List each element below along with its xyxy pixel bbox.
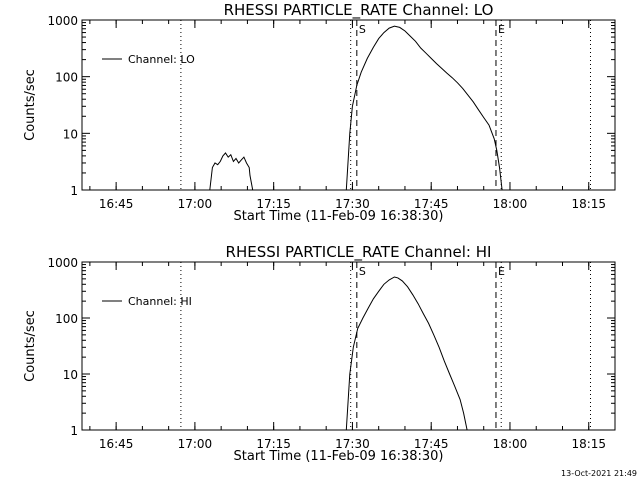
y-axis-label: Counts/sec bbox=[23, 310, 38, 382]
plot-frame bbox=[81, 19, 616, 191]
y-tick-label: 1 bbox=[70, 184, 78, 198]
x-tick-label: 17:00 bbox=[178, 437, 213, 451]
x-tick-label: 16:45 bbox=[99, 437, 134, 451]
x-tick-label: 17:00 bbox=[178, 197, 213, 211]
panel-hi: RHESSI PARTICLE_RATE Channel: HI Counts/s… bbox=[23, 243, 616, 464]
x-tick-label: 17:15 bbox=[256, 437, 291, 451]
timestamp: 13-Oct-2021 21:49 bbox=[561, 469, 637, 478]
x-tick-label: 18:15 bbox=[571, 437, 606, 451]
x-tick-label: 18:00 bbox=[493, 437, 528, 451]
chart-title: RHESSI PARTICLE_RATE Channel: HI bbox=[226, 243, 492, 262]
legend-label: Channel: HI bbox=[128, 295, 192, 308]
panel-lo: RHESSI PARTICLE_RATE Channel: LO Counts/s… bbox=[23, 1, 616, 224]
legend-label: Channel: LO bbox=[128, 53, 195, 66]
y-tick-label: 10 bbox=[63, 368, 78, 382]
x-axis-label: Start Time (11-Feb-09 16:38:30) bbox=[234, 209, 444, 224]
y-tick-label: 1 bbox=[70, 424, 78, 438]
marker-label-s: S bbox=[359, 23, 366, 36]
x-tick-label: 17:15 bbox=[256, 197, 291, 211]
series-line-segment bbox=[345, 276, 468, 431]
plot-frame bbox=[81, 261, 616, 431]
x-tick-label: 17:45 bbox=[414, 197, 449, 211]
y-tick-label: 100 bbox=[55, 312, 78, 326]
y-tick-label: 100 bbox=[55, 71, 78, 85]
x-tick-label: 17:30 bbox=[335, 437, 370, 451]
x-axis-label: Start Time (11-Feb-09 16:38:30) bbox=[234, 449, 444, 464]
series-line-segment bbox=[209, 152, 254, 191]
series-line-segment bbox=[345, 25, 503, 191]
marker-label-e: E bbox=[498, 23, 505, 36]
x-tick-label: 17:30 bbox=[335, 197, 370, 211]
x-tick-label: 18:00 bbox=[493, 197, 528, 211]
marker-label-e: E bbox=[498, 265, 505, 278]
y-axis-label: Counts/sec bbox=[23, 69, 38, 141]
x-tick-label: 16:45 bbox=[99, 197, 134, 211]
x-tick-label: 18:15 bbox=[571, 197, 606, 211]
x-tick-label: 17:45 bbox=[414, 437, 449, 451]
chart-title: RHESSI PARTICLE_RATE Channel: LO bbox=[224, 1, 494, 20]
marker-label-s: S bbox=[359, 265, 366, 278]
y-tick-label: 1000 bbox=[47, 256, 78, 270]
y-tick-label: 10 bbox=[63, 127, 78, 141]
y-tick-label: 1000 bbox=[47, 14, 78, 28]
